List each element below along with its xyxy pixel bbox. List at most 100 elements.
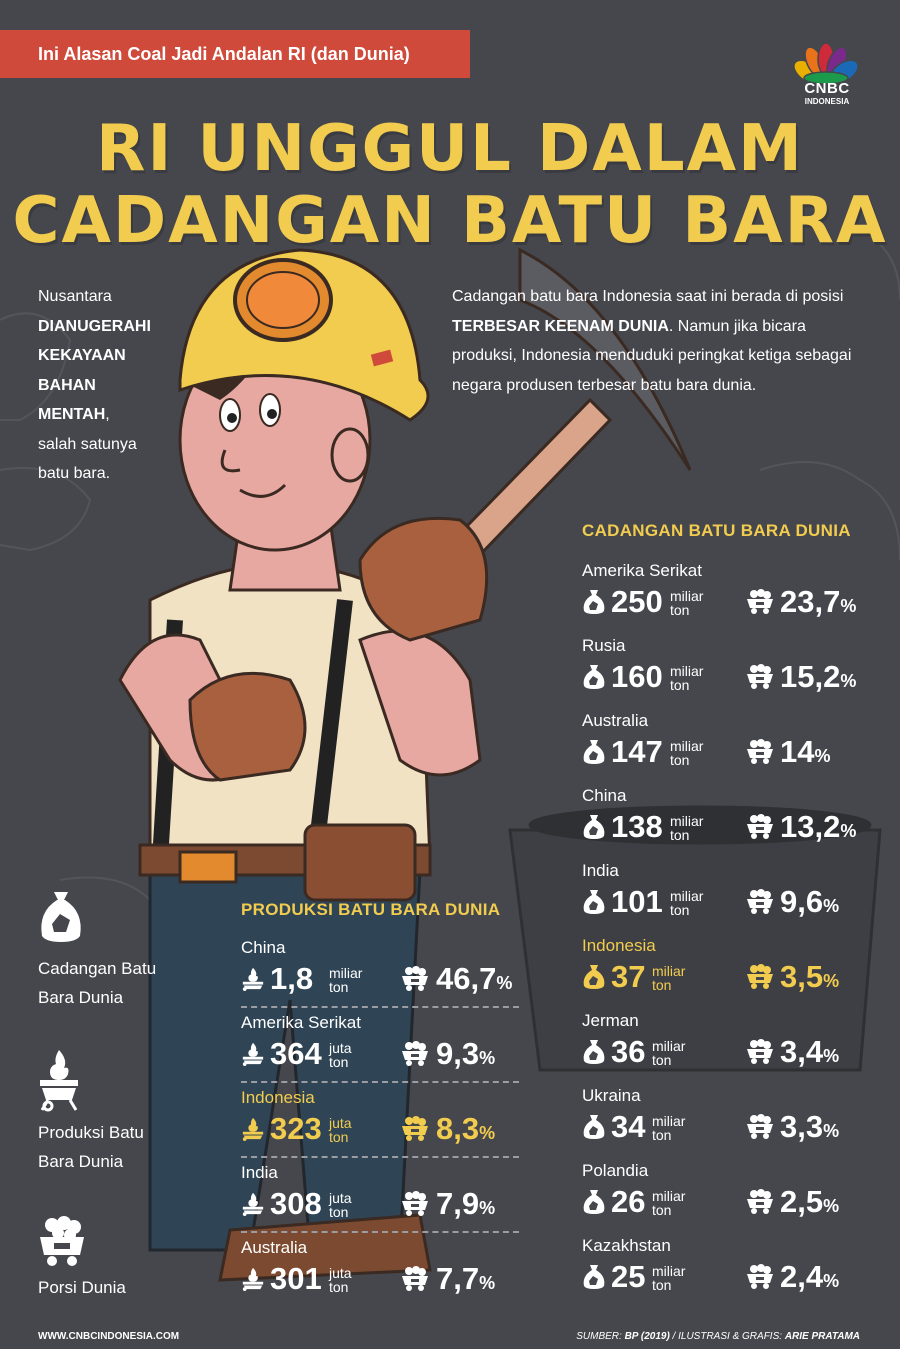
coal-sack-icon xyxy=(582,739,606,765)
share-percentage: 14% xyxy=(780,734,831,770)
share-percentage: 3,3% xyxy=(780,1109,839,1145)
value-amount: 1,8 xyxy=(270,961,314,996)
share-value: 23,7 xyxy=(780,584,841,619)
country-name: Jerman xyxy=(582,1011,639,1030)
value-unit: miliar ton xyxy=(652,964,685,992)
coal-burner-icon xyxy=(241,1191,265,1217)
share-value: 3,3 xyxy=(780,1109,824,1144)
percent-sign: % xyxy=(823,1121,840,1141)
value-amount: 138 xyxy=(611,809,663,844)
unit-ton: ton xyxy=(652,977,672,993)
percent-sign: % xyxy=(479,1123,496,1143)
share-value: 15,2 xyxy=(780,659,841,694)
production-section-title: PRODUKSI BATU BARA DUNIA xyxy=(241,900,501,919)
unit-scale: juta xyxy=(329,1115,352,1131)
unit-ton: ton xyxy=(329,1204,349,1220)
value-amount: 26 xyxy=(611,1184,646,1219)
percent-sign: % xyxy=(823,1271,840,1291)
coal-cart-icon xyxy=(746,588,774,614)
logo-text: CNBC xyxy=(804,80,850,97)
row-divider xyxy=(241,1231,519,1233)
percent-sign: % xyxy=(479,1048,496,1068)
intro-right-bold: TERBESAR KEENAM DUNIA xyxy=(452,317,669,335)
production-entry: Australia 301 juta ton 7,7% xyxy=(241,1238,521,1313)
unit-ton: ton xyxy=(652,1052,672,1068)
percent-sign: % xyxy=(479,1273,496,1293)
share-value: 2,4 xyxy=(780,1259,824,1294)
unit-scale: miliar xyxy=(670,738,704,754)
share-percentage: 2,5% xyxy=(780,1184,839,1220)
coal-burner-icon xyxy=(241,1041,265,1067)
coal-sack-icon xyxy=(582,589,606,615)
coal-burner-icon xyxy=(241,1116,265,1142)
intro-right-post: . Namun jika bicara produksi, Indonesia … xyxy=(452,317,852,394)
country-name: India xyxy=(582,861,619,880)
value-amount: 160 xyxy=(611,659,663,694)
country-name: Ukraina xyxy=(582,1086,641,1105)
row-divider xyxy=(241,1081,519,1083)
page-title-line1: RI UNGGUL DALAM xyxy=(96,112,804,186)
production-entry: India 308 juta ton 7,9% xyxy=(241,1163,521,1238)
coal-burner-icon xyxy=(241,966,265,992)
share-percentage: 46,7% xyxy=(436,961,512,997)
percent-sign: % xyxy=(823,971,840,991)
reserves-entry: Australia 147 miliar ton 14% xyxy=(582,711,862,786)
legend-share: Porsi Dunia xyxy=(38,1278,126,1297)
reserves-entry: Amerika Serikat 250 miliar ton 23,7% xyxy=(582,561,862,636)
country-name: Amerika Serikat xyxy=(582,561,702,580)
share-value: 14 xyxy=(780,734,815,769)
unit-scale: juta xyxy=(329,1265,352,1281)
value-unit: miliar ton xyxy=(652,1114,685,1142)
intro-left-post: batu bara. xyxy=(38,465,111,482)
unit-scale: juta xyxy=(329,1040,352,1056)
footer-source: SUMBER: BP (2019) / ILUSTRASI & GRAFIS: … xyxy=(530,1331,860,1342)
reserves-entry: India 101 miliar ton 9,6% xyxy=(582,861,862,936)
coal-burner-icon xyxy=(241,1266,265,1292)
coal-cart-icon xyxy=(746,1263,774,1289)
unit-scale: miliar xyxy=(670,888,704,904)
unit-ton: ton xyxy=(670,602,690,618)
share-value: 7,7 xyxy=(436,1261,480,1296)
intro-left-text: Nusantara DIANUGERAHI KEKAYAAN BAHAN MEN… xyxy=(38,282,178,489)
intro-left-bold: BAHAN xyxy=(38,376,96,394)
footer-website: WWW.CNBCINDONESIA.COM xyxy=(38,1331,180,1342)
percent-sign: % xyxy=(814,746,831,766)
coal-cart-icon xyxy=(401,1190,429,1216)
footer-credit-value: ARIE PRATAMA xyxy=(784,1331,860,1342)
country-name: Amerika Serikat xyxy=(241,1013,361,1032)
legend-production: Produksi Batu Bara Dunia xyxy=(38,1118,144,1176)
row-divider xyxy=(241,1006,519,1008)
share-percentage: 13,2% xyxy=(780,809,856,845)
unit-scale: miliar xyxy=(670,813,704,829)
country-name: India xyxy=(241,1163,278,1182)
share-value: 9,3 xyxy=(436,1036,480,1071)
header-banner: Ini Alasan Coal Jadi Andalan RI (dan Dun… xyxy=(0,30,470,78)
coal-cart-icon xyxy=(746,1038,774,1064)
percent-sign: % xyxy=(840,821,857,841)
coal-cart-icon xyxy=(746,963,774,989)
coal-cart-icon xyxy=(401,1265,429,1291)
value-amount: 250 xyxy=(611,584,663,619)
value-unit: miliar ton xyxy=(670,739,703,767)
value-unit: miliar ton xyxy=(652,1189,685,1217)
country-name: Indonesia xyxy=(582,936,656,955)
percent-sign: % xyxy=(496,973,513,993)
unit-ton: ton xyxy=(329,979,349,995)
percent-sign: % xyxy=(823,896,840,916)
coal-sack-icon xyxy=(582,664,606,690)
reserves-entry: Kazakhstan 25 miliar ton 2,4% xyxy=(582,1236,862,1311)
unit-scale: juta xyxy=(329,1190,352,1206)
country-name: Australia xyxy=(241,1238,308,1257)
production-entry: China 1,8 miliar ton 46,7% xyxy=(241,938,521,1013)
percent-sign: % xyxy=(840,596,857,616)
coal-cart-icon xyxy=(401,1115,429,1141)
legend-reserves-line2: Bara Dunia xyxy=(38,988,124,1007)
share-percentage: 3,4% xyxy=(780,1034,839,1070)
intro-left-post: salah satunya xyxy=(38,435,137,453)
reserves-entry: Polandia 26 miliar ton 2,5% xyxy=(582,1161,862,1236)
country-name: Indonesia xyxy=(241,1088,315,1107)
unit-ton: ton xyxy=(652,1277,672,1293)
value-unit: miliar ton xyxy=(670,664,703,692)
page-title-line2: CADANGAN BATU BARA xyxy=(12,184,888,258)
percent-sign: % xyxy=(823,1046,840,1066)
